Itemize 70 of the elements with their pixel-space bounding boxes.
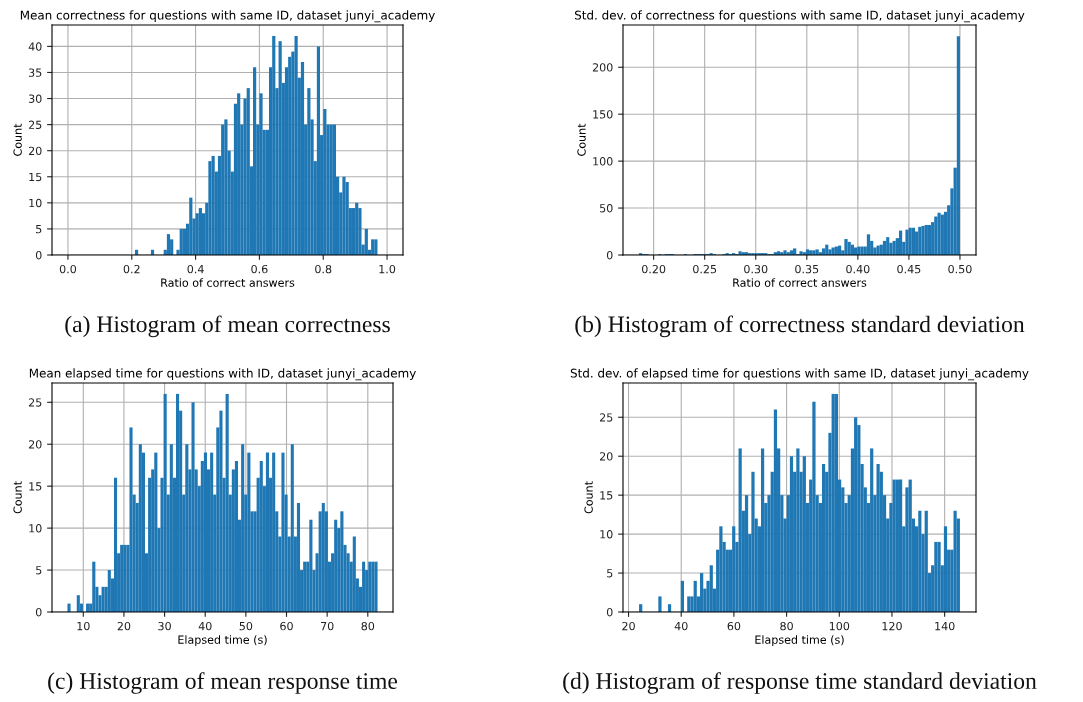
x-tick-label: 0.25 bbox=[693, 264, 717, 274]
text: (d) Histogram of response time standard deviation bbox=[563, 672, 1037, 694]
y-tick-label: 0 bbox=[35, 607, 42, 617]
y-tick-label: 50 bbox=[600, 204, 613, 213]
y-tick-label: 5 bbox=[36, 566, 42, 575]
y-axis-title: Count bbox=[584, 481, 593, 514]
x-tick-label: 80 bbox=[361, 621, 375, 631]
chart-title: Std. dev. of elapsed time for questions with same ID, dataset junyi_academy bbox=[570, 368, 1029, 381]
y-tick-label: 20 bbox=[28, 146, 42, 156]
x-tick-label: 40 bbox=[198, 621, 212, 631]
chart-title: Std. dev. of correctness for questions with same ID, dataset junyi_academy bbox=[574, 10, 1025, 23]
x-axis-title: Ratio of correct answers bbox=[161, 278, 295, 287]
x-tick-label: 0.30 bbox=[744, 264, 768, 274]
x-tick-label: 20 bbox=[117, 621, 131, 631]
text: (b) Histogram of correctness standard deviation bbox=[575, 315, 1025, 338]
x-tick-label: 0.50 bbox=[948, 264, 972, 274]
chart-title: Mean elapsed time for questions with ID, dataset junyi_academy bbox=[29, 368, 416, 381]
text: (c) Histogram of mean response time bbox=[48, 672, 398, 694]
y-tick-label: 100 bbox=[593, 157, 613, 166]
x-tick-label: 120 bbox=[882, 621, 902, 631]
x-tick-label: 20 bbox=[622, 621, 635, 631]
y-tick-label: 5 bbox=[607, 569, 613, 578]
y-tick-label: 25 bbox=[28, 120, 42, 129]
y-tick-label: 150 bbox=[593, 110, 613, 119]
x-tick-label: 80 bbox=[780, 621, 793, 631]
y-tick-label: 0 bbox=[35, 250, 42, 260]
x-axis-title: Ratio of correct answers bbox=[733, 278, 867, 287]
x-tick-label: 10 bbox=[77, 621, 90, 631]
y-tick-label: 0 bbox=[606, 607, 613, 617]
y-tick-label: 5 bbox=[36, 225, 42, 234]
y-tick-label: 20 bbox=[28, 440, 42, 449]
x-tick-label: 1.0 bbox=[379, 264, 396, 274]
x-tick-label: 0.8 bbox=[315, 264, 332, 274]
x-tick-label: 0.45 bbox=[897, 264, 921, 274]
y-tick-label: 30 bbox=[28, 94, 42, 103]
x-tick-label: 60 bbox=[280, 621, 293, 631]
y-axis-title: Count bbox=[577, 123, 586, 156]
x-tick-label: 0.20 bbox=[642, 264, 666, 274]
y-tick-label: 25 bbox=[599, 413, 613, 422]
x-axis-title: Elapsed time (s) bbox=[755, 635, 844, 647]
x-axis-title: Elapsed time (s) bbox=[178, 635, 267, 647]
x-tick-label: 0.40 bbox=[846, 264, 870, 274]
x-tick-label: 70 bbox=[321, 621, 334, 631]
x-tick-label: 40 bbox=[674, 621, 688, 631]
x-tick-label: 60 bbox=[727, 621, 741, 631]
x-tick-label: 100 bbox=[829, 621, 850, 631]
y-tick-label: 15 bbox=[29, 482, 42, 491]
x-tick-label: 30 bbox=[158, 621, 171, 631]
y-tick-label: 10 bbox=[29, 198, 42, 208]
y-tick-label: 40 bbox=[28, 42, 42, 51]
chart-title: Mean correctness for questions with same ID, dataset junyi_academy bbox=[20, 10, 435, 23]
x-tick-label: 0.6 bbox=[251, 264, 268, 274]
x-tick-label: 140 bbox=[935, 621, 955, 631]
y-tick-label: 15 bbox=[600, 491, 613, 500]
y-tick-label: 200 bbox=[592, 63, 613, 72]
y-tick-label: 10 bbox=[29, 524, 42, 533]
y-axis-title: Count bbox=[13, 481, 22, 514]
x-tick-label: 0.0 bbox=[59, 264, 77, 274]
y-tick-label: 35 bbox=[28, 68, 42, 77]
x-tick-label: 0.4 bbox=[187, 264, 204, 274]
x-tick-label: 50 bbox=[239, 621, 253, 631]
x-tick-label: 0.2 bbox=[123, 264, 140, 274]
y-axis-title: Count bbox=[13, 123, 22, 156]
y-tick-label: 0 bbox=[606, 250, 613, 260]
y-tick-label: 15 bbox=[29, 172, 42, 182]
y-tick-label: 25 bbox=[28, 398, 42, 407]
text: (a) Histogram of mean correctness bbox=[65, 315, 390, 338]
y-tick-label: 10 bbox=[600, 530, 613, 539]
x-tick-label: 0.35 bbox=[795, 264, 819, 274]
y-tick-label: 20 bbox=[599, 452, 613, 461]
